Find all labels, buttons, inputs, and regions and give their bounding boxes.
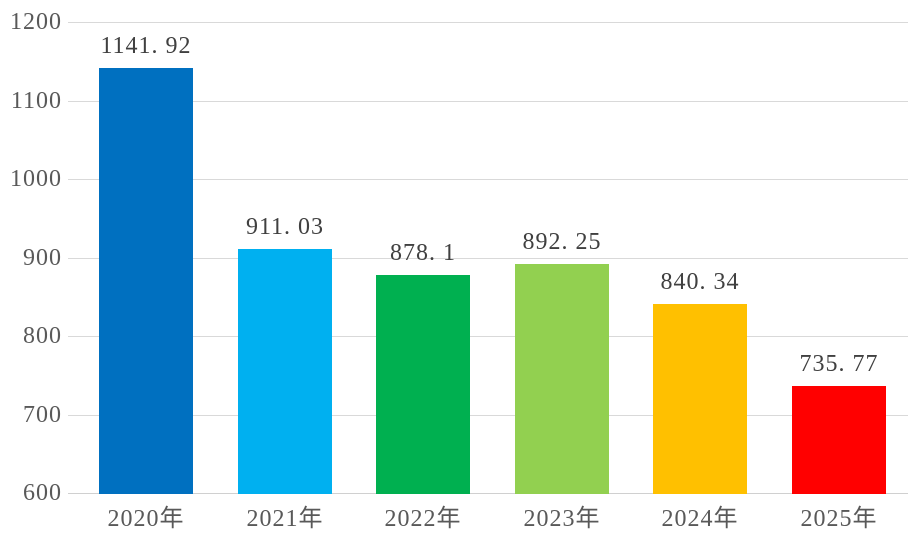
bar-2025: [792, 386, 886, 494]
x-axis-tick-label: 2023年: [523, 506, 601, 532]
x-axis-tick-label: 2024年: [661, 506, 739, 532]
x-axis-tick-label: 2020年: [107, 506, 185, 532]
bar-value-label: 735. 77: [799, 351, 879, 377]
gridline-700: [68, 415, 908, 416]
bar-2021: [238, 249, 332, 494]
bar-2022: [376, 275, 470, 494]
bar-value-label: 1141. 92: [100, 33, 192, 59]
x-axis-tick-label: 2022年: [384, 506, 462, 532]
gridline-1200: [68, 22, 908, 23]
y-axis-tick-label: 600: [23, 480, 62, 506]
y-axis-tick-label: 900: [23, 245, 62, 271]
bar-2020: [99, 68, 193, 494]
y-axis-tick-label: 1100: [10, 88, 62, 114]
gridline-800: [68, 336, 908, 337]
x-axis-line: [68, 493, 908, 494]
x-axis-tick-label: 2021年: [246, 506, 324, 532]
gridline-1000: [68, 179, 908, 180]
bar-value-label: 840. 34: [660, 269, 740, 295]
x-axis-tick-label: 2025年: [800, 506, 878, 532]
y-axis-tick-label: 800: [23, 323, 62, 349]
y-axis-tick-label: 1000: [10, 166, 62, 192]
bar-2024: [653, 304, 747, 494]
bar-value-label: 892. 25: [522, 229, 602, 255]
bar-value-label: 911. 03: [245, 214, 325, 240]
gridline-900: [68, 258, 908, 259]
y-axis-tick-label: 700: [23, 402, 62, 428]
bar-value-label: 878. 1: [390, 240, 456, 266]
bar-2023: [515, 264, 609, 494]
y-axis-tick-label: 1200: [10, 9, 62, 35]
gridline-1100: [68, 101, 908, 102]
